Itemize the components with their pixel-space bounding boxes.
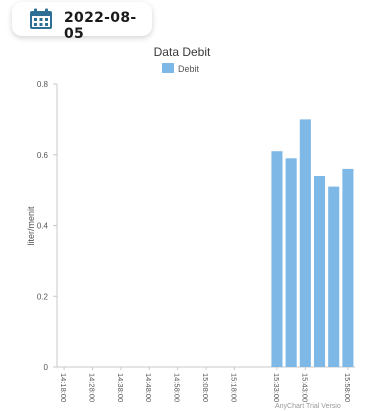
legend-label: Debit — [178, 64, 200, 74]
y-tick-label: 0 — [44, 363, 49, 372]
chart-title: Data Debit — [154, 45, 211, 59]
bar-15-43-00[interactable] — [299, 119, 311, 367]
x-tick-label: 14:58:00 — [173, 373, 182, 402]
legend-swatch — [162, 63, 174, 73]
bar-15-53-00[interactable] — [328, 186, 340, 367]
bar-15-48-00[interactable] — [313, 175, 326, 367]
x-tick-label: 15:58:00 — [343, 373, 352, 402]
x-tick-label: 14:28:00 — [87, 373, 96, 402]
bar-15-38-00[interactable] — [285, 158, 297, 367]
bar-15-58-00[interactable] — [342, 168, 354, 367]
date-label: 2022-08-05 — [64, 10, 137, 42]
watermark: AnyChart Trial Versio — [275, 403, 341, 410]
date-card[interactable]: 2022-08-05 — [12, 2, 152, 42]
y-axis-label: liter/menit — [26, 206, 36, 246]
x-tick-label: 14:48:00 — [144, 373, 153, 402]
x-tick-label: 15:43:00 — [300, 373, 309, 402]
x-tick-label: 15:08:00 — [201, 373, 210, 402]
y-tick-label: 0.8 — [37, 80, 49, 89]
legend[interactable]: Debit — [162, 63, 200, 74]
x-tick-label: 15:18:00 — [229, 373, 238, 402]
x-tick-label: 14:18:00 — [59, 373, 68, 402]
y-tick-label: 0.4 — [37, 222, 49, 231]
x-tick-label: 14:38:00 — [116, 373, 125, 402]
bar-15-33-00[interactable] — [271, 151, 283, 367]
y-tick-label: 0.2 — [37, 292, 49, 301]
y-tick-label: 0.6 — [37, 151, 49, 160]
calendar-icon — [30, 8, 52, 29]
x-tick-label: 15:33:00 — [272, 373, 281, 402]
